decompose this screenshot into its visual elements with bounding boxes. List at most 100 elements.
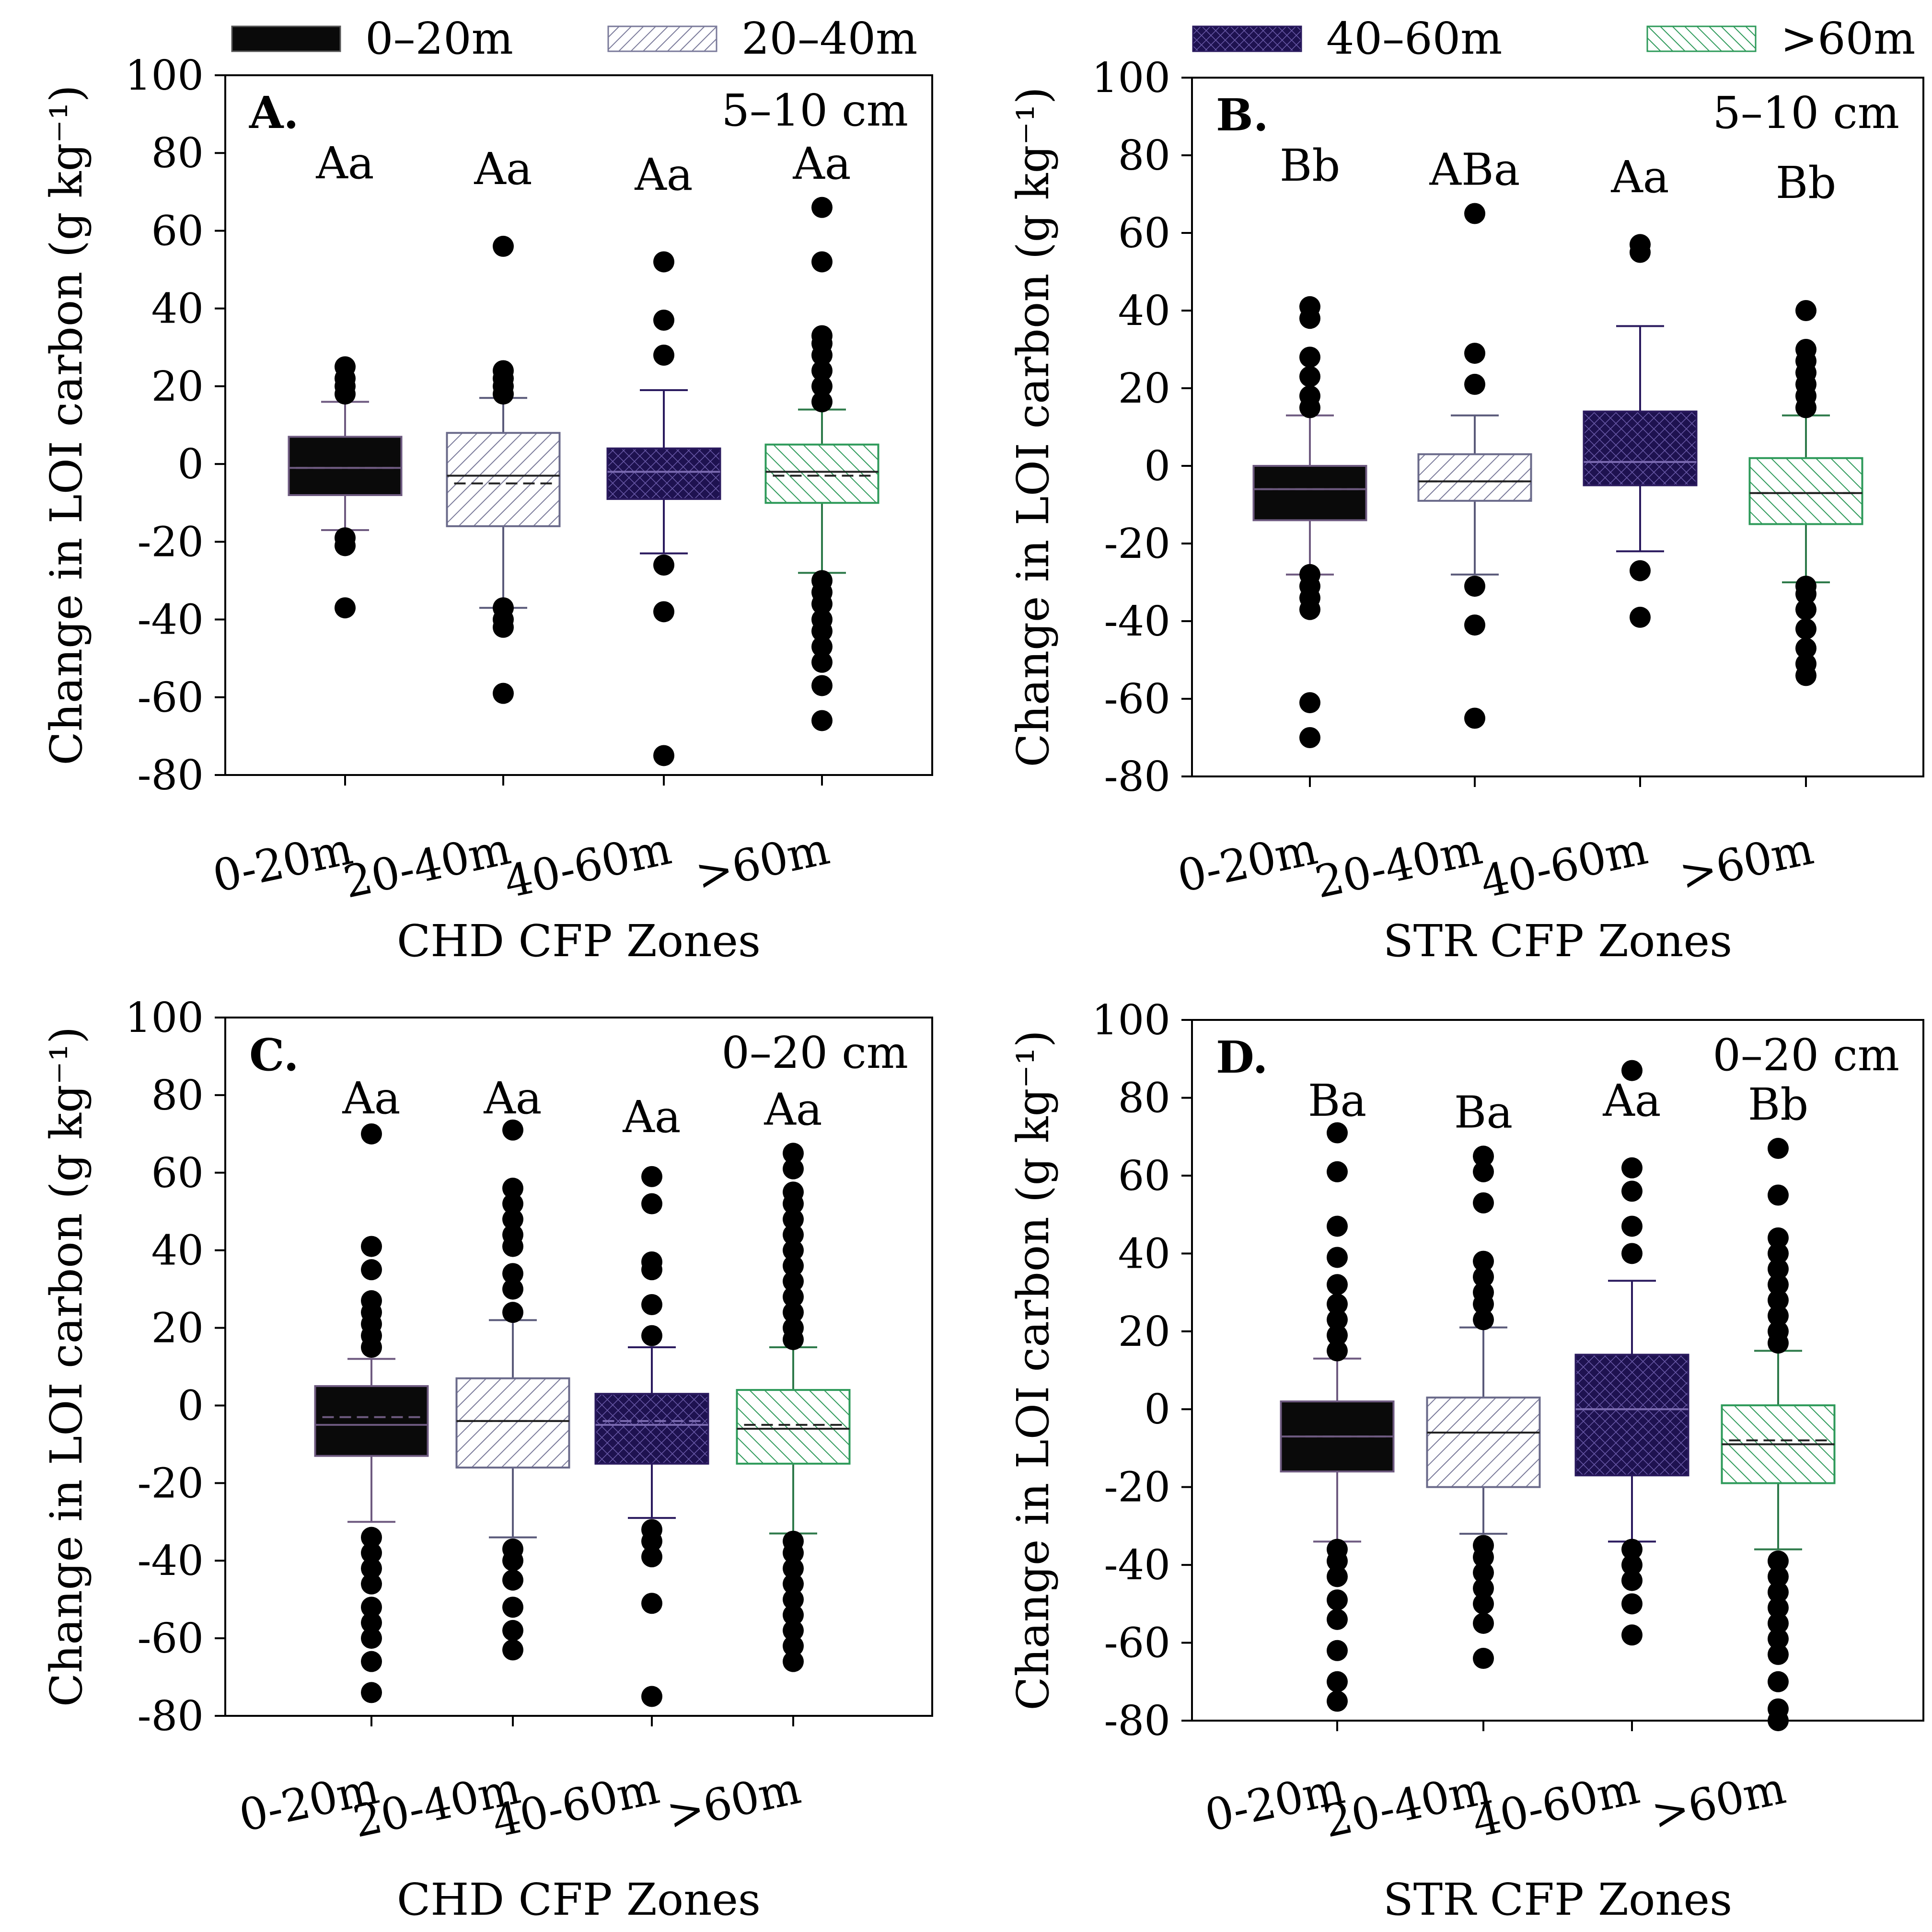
outlier-point bbox=[1768, 1243, 1789, 1264]
outlier-point bbox=[783, 1158, 804, 1180]
significance-letter: Ba bbox=[1454, 1087, 1513, 1138]
x-tick-label: >60m bbox=[662, 1762, 805, 1840]
x-tick-label: >60m bbox=[691, 823, 833, 901]
outlier-point bbox=[1473, 1145, 1494, 1167]
outlier-point bbox=[641, 1294, 662, 1315]
outlier-point bbox=[1473, 1612, 1494, 1634]
outlier-point bbox=[783, 1573, 804, 1595]
outlier-point bbox=[1327, 1671, 1348, 1692]
iqr-box bbox=[594, 1393, 709, 1465]
y-axis-label: Change in LOI carbon (g kg⁻¹) bbox=[1007, 1030, 1059, 1711]
outlier-point bbox=[1621, 1624, 1643, 1646]
outlier-point bbox=[811, 391, 833, 413]
outlier-point bbox=[1473, 1577, 1494, 1599]
outlier-point bbox=[1464, 707, 1485, 729]
outlier-point bbox=[1473, 1266, 1494, 1288]
significance-letter: Aa bbox=[1602, 1075, 1661, 1126]
outlier-point bbox=[783, 1604, 804, 1626]
y-tick-label: 100 bbox=[1092, 54, 1170, 102]
outlier-point bbox=[361, 1573, 382, 1595]
outlier-point bbox=[1768, 1184, 1789, 1206]
outlier-point bbox=[361, 1527, 382, 1548]
outlier-point bbox=[1327, 1247, 1348, 1268]
outlier-point bbox=[1621, 1539, 1643, 1560]
y-tick-label: 0 bbox=[177, 440, 204, 488]
outlier-point bbox=[811, 609, 833, 630]
outlier-point bbox=[1327, 1293, 1348, 1315]
outlier-point bbox=[1327, 1161, 1348, 1182]
outlier-point bbox=[811, 675, 833, 696]
outlier-point bbox=[361, 1123, 382, 1145]
outlier-point bbox=[1630, 606, 1651, 628]
outlier-point bbox=[1299, 347, 1320, 368]
outlier-point bbox=[653, 310, 674, 331]
iqr-box bbox=[1426, 1396, 1541, 1488]
y-tick-label: -40 bbox=[138, 1537, 204, 1585]
box->60m: Bb >60m bbox=[1647, 1079, 1836, 1840]
outlier-point bbox=[361, 1558, 382, 1579]
outlier-point bbox=[783, 1143, 804, 1164]
outlier-point bbox=[1299, 727, 1320, 748]
y-tick-label: 40 bbox=[1118, 1230, 1170, 1278]
outlier-point bbox=[335, 597, 356, 619]
x-axis-label: CHD CFP Zones bbox=[397, 915, 761, 967]
outlier-point bbox=[502, 1193, 523, 1215]
iqr-box bbox=[736, 1389, 851, 1465]
y-tick-label: -60 bbox=[138, 674, 204, 722]
outlier-point bbox=[1630, 560, 1651, 581]
outlier-point bbox=[783, 1208, 804, 1230]
outlier-point bbox=[361, 1259, 382, 1281]
outlier-point bbox=[653, 601, 674, 623]
y-tick-label: 60 bbox=[1118, 1152, 1170, 1200]
y-tick-label: -80 bbox=[138, 752, 204, 799]
panel-label: C. bbox=[249, 1029, 299, 1081]
y-tick-label: 20 bbox=[1118, 365, 1170, 413]
outlier-point bbox=[1327, 1309, 1348, 1330]
y-tick-label: 80 bbox=[1118, 1074, 1170, 1122]
y-tick-label: 100 bbox=[1092, 996, 1170, 1044]
outlier-point bbox=[502, 1639, 523, 1661]
outlier-point bbox=[1473, 1161, 1494, 1182]
y-tick-label: -80 bbox=[1104, 1697, 1171, 1745]
outlier-point bbox=[1768, 1698, 1789, 1720]
box-0-20m: Bb 0-20m bbox=[1173, 140, 1367, 902]
outlier-point bbox=[783, 1302, 804, 1323]
significance-letter: Ba bbox=[1308, 1075, 1366, 1126]
legend-swatch-crosshatch bbox=[1192, 25, 1302, 52]
outlier-point bbox=[1464, 576, 1485, 597]
outlier-point bbox=[1768, 1258, 1789, 1280]
outlier-point bbox=[502, 1538, 523, 1560]
legend-label: 20–40m bbox=[741, 13, 918, 64]
outlier-point bbox=[811, 251, 833, 273]
outlier-point bbox=[335, 527, 356, 549]
outlier-point bbox=[783, 1620, 804, 1641]
y-tick-label: 20 bbox=[151, 363, 204, 411]
outlier-point bbox=[811, 570, 833, 591]
y-tick-label: 80 bbox=[1118, 132, 1170, 180]
significance-letter: Aa bbox=[474, 143, 532, 195]
outlier-point bbox=[502, 1224, 523, 1246]
outlier-point bbox=[1327, 1324, 1348, 1346]
outlier-point bbox=[1473, 1192, 1494, 1214]
outlier-point bbox=[1621, 1593, 1643, 1615]
outlier-point bbox=[641, 1251, 662, 1273]
x-tick-label: 40-60m bbox=[1468, 1762, 1644, 1848]
outlier-point bbox=[1327, 1215, 1348, 1237]
outlier-point bbox=[1630, 234, 1651, 255]
outlier-point bbox=[1299, 564, 1320, 585]
legend-swatch-hatch-green bbox=[1646, 25, 1757, 52]
outlier-point bbox=[811, 197, 833, 218]
outlier-point bbox=[641, 1546, 662, 1568]
outlier-point bbox=[502, 1569, 523, 1591]
depth-label: 0–20 cm bbox=[721, 1027, 908, 1078]
outlier-point bbox=[1464, 203, 1485, 224]
outlier-point bbox=[1768, 1671, 1789, 1692]
y-tick-label: 60 bbox=[1118, 209, 1170, 257]
y-tick-label: 60 bbox=[151, 1149, 204, 1197]
outlier-point bbox=[502, 1208, 523, 1230]
y-tick-label: -40 bbox=[138, 596, 204, 644]
outlier-point bbox=[1327, 1340, 1348, 1362]
outlier-point bbox=[811, 636, 833, 658]
y-tick-label: 20 bbox=[151, 1305, 204, 1353]
outlier-point bbox=[1299, 385, 1320, 407]
